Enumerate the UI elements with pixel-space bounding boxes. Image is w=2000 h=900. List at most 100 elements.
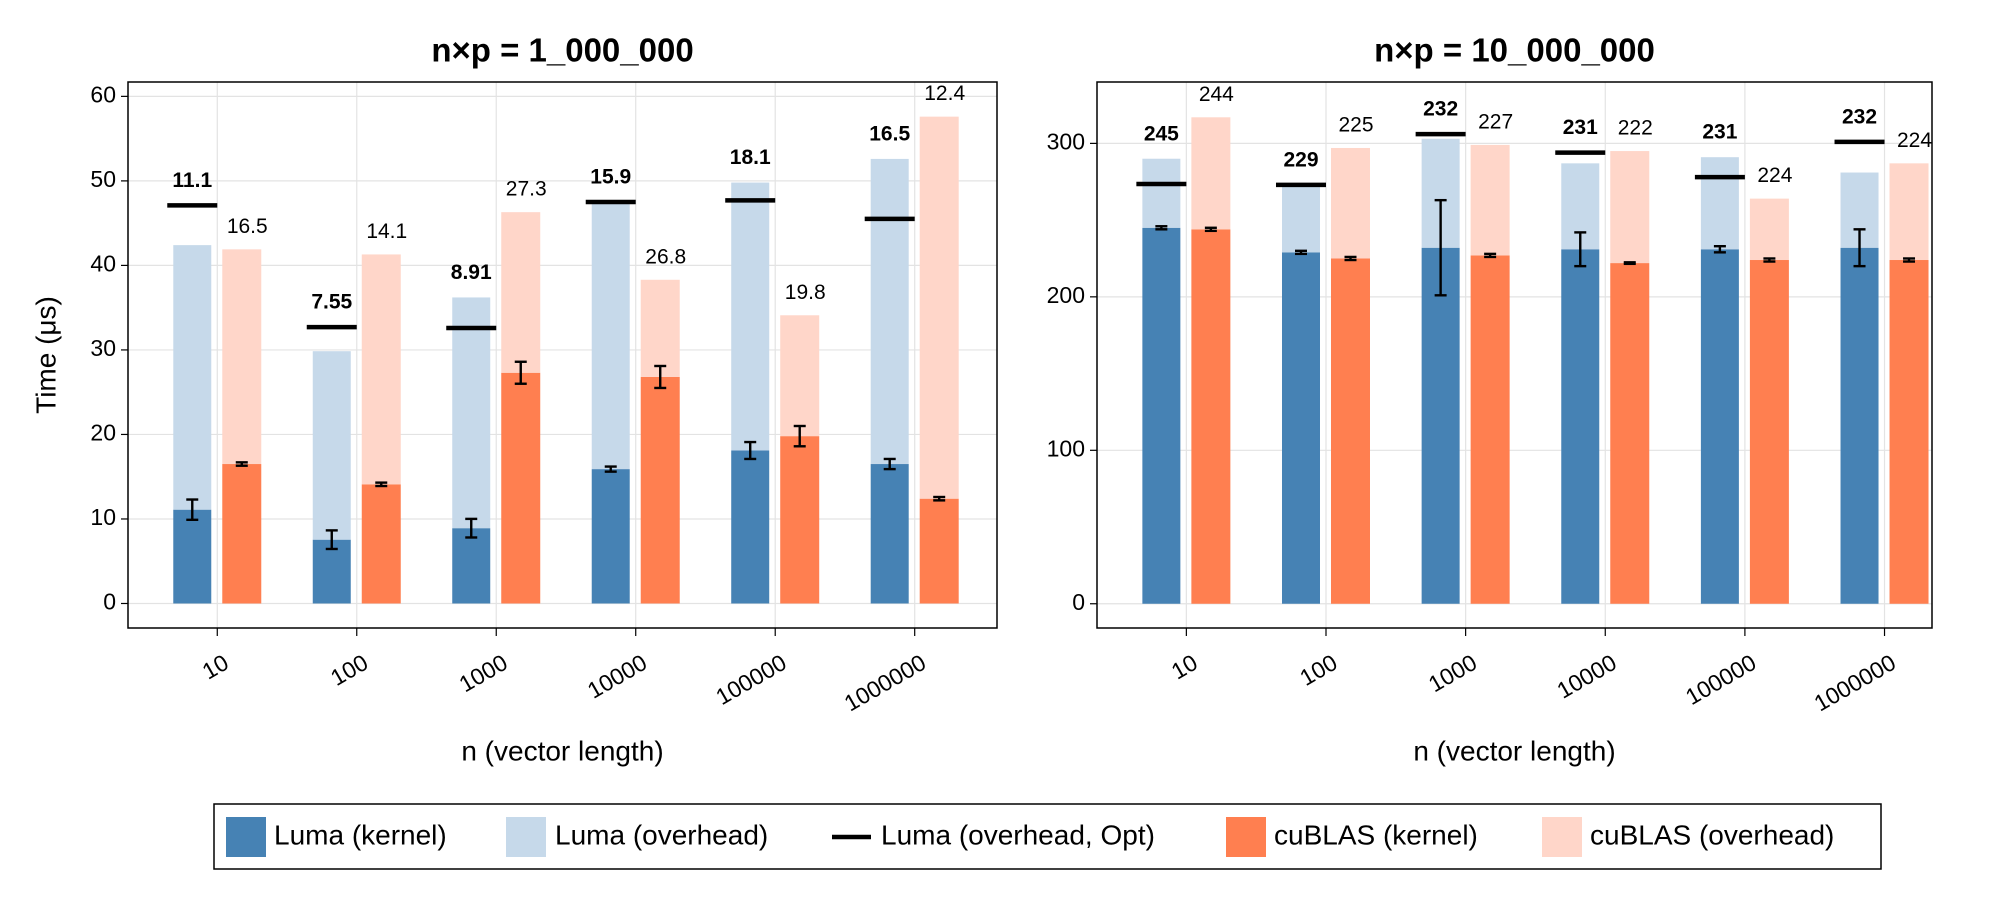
x-tick-label: 100	[1295, 649, 1341, 691]
bar	[1749, 260, 1789, 604]
bar	[1700, 249, 1739, 604]
bar	[1142, 227, 1181, 604]
legend-box	[213, 803, 1882, 870]
legend-swatch	[1542, 817, 1582, 857]
error-bar	[1344, 255, 1357, 262]
x-axis-label: n (vector length)	[461, 735, 663, 766]
y-tick-label: 300	[1047, 128, 1085, 154]
y-tick-label: 40	[90, 250, 116, 276]
x-tick-label: 1000	[454, 649, 511, 697]
bar	[640, 376, 680, 604]
bar	[870, 158, 909, 465]
value-label: 8.91	[451, 261, 492, 284]
x-axis-label: n (vector length)	[1413, 735, 1615, 766]
error-bar	[235, 461, 248, 467]
bar	[640, 279, 680, 377]
error-bar	[654, 364, 667, 390]
y-axis-label: Time (μs)	[30, 296, 61, 414]
value-label: 225	[1338, 114, 1373, 137]
value-label: 26.8	[645, 245, 686, 268]
bar	[591, 202, 630, 470]
bar	[919, 116, 959, 499]
value-label: 244	[1199, 83, 1234, 106]
error-bar	[1713, 244, 1726, 254]
error-bar	[1623, 261, 1636, 266]
bar	[1421, 247, 1460, 604]
error-bar	[604, 465, 617, 473]
y-tick-label: 10	[90, 504, 116, 530]
bar	[780, 436, 820, 604]
bar	[312, 539, 351, 604]
error-bar	[1853, 228, 1866, 268]
value-label: 14.1	[366, 220, 407, 243]
value-label: 222	[1618, 117, 1653, 140]
x-tick-label: 1000	[1424, 649, 1481, 697]
bar	[1610, 151, 1650, 264]
bar	[731, 182, 770, 451]
y-tick-label: 30	[90, 335, 116, 361]
value-label: 231	[1563, 116, 1598, 139]
legend-swatch	[226, 817, 266, 857]
x-tick-label: 1000000	[840, 649, 931, 716]
legend-label: cuBLAS (kernel)	[1274, 819, 1478, 850]
legend-label: Luma (kernel)	[274, 819, 447, 850]
bar	[1610, 263, 1650, 604]
error-bar	[1903, 257, 1916, 263]
value-label: 16.5	[869, 122, 910, 145]
bar	[452, 297, 491, 529]
value-label: 12.4	[924, 82, 965, 105]
value-label: 227	[1478, 110, 1513, 133]
error-bar	[1763, 257, 1776, 263]
y-tick-label: 20	[90, 420, 116, 446]
bar	[1561, 249, 1600, 604]
error-bar	[1204, 226, 1217, 233]
chart-title: n×p = 10_000_000	[1374, 32, 1655, 69]
bar	[1470, 144, 1510, 256]
error-bar	[1574, 231, 1587, 268]
error-bar	[375, 481, 388, 488]
plot-frame	[127, 81, 998, 629]
bar	[361, 254, 401, 485]
bar	[1889, 260, 1929, 604]
bar	[361, 484, 401, 604]
value-label: 16.5	[227, 215, 268, 238]
y-tick-label: 60	[90, 81, 116, 107]
bar	[1142, 158, 1181, 228]
bar	[222, 249, 262, 465]
legend-label: Luma (overhead)	[555, 819, 768, 850]
value-label: 224	[1897, 129, 1932, 152]
bar	[501, 372, 541, 604]
x-tick-label: 10000	[1552, 649, 1620, 704]
bar	[1749, 198, 1789, 261]
error-bar	[514, 360, 527, 385]
x-tick-label: 10	[198, 649, 233, 684]
chart-title: n×p = 1_000_000	[431, 32, 693, 69]
value-label: 11.1	[172, 169, 212, 192]
bar	[1700, 157, 1739, 250]
bar	[1330, 147, 1370, 259]
bar	[501, 212, 541, 373]
bar	[919, 498, 959, 604]
error-bar	[325, 529, 338, 551]
y-tick-label: 100	[1047, 435, 1085, 461]
value-label: 232	[1423, 98, 1458, 121]
y-tick-label: 200	[1047, 282, 1085, 308]
legend-swatch	[506, 817, 546, 857]
error-bar	[883, 457, 896, 471]
value-label: 231	[1702, 121, 1737, 144]
bar	[1281, 252, 1320, 604]
x-tick-label: 1000000	[1810, 649, 1901, 716]
bar	[1840, 247, 1879, 604]
x-tick-label: 100	[326, 649, 372, 691]
bar	[312, 351, 351, 540]
bar	[1889, 163, 1929, 261]
legend-label: Luma (overhead, Opt)	[881, 819, 1155, 850]
error-bar	[933, 495, 946, 502]
bar	[173, 245, 212, 510]
x-tick-label: 10000	[583, 649, 651, 704]
error-bar	[1484, 252, 1497, 259]
value-label: 27.3	[506, 178, 547, 201]
bar	[222, 464, 262, 604]
error-bar	[186, 498, 199, 522]
